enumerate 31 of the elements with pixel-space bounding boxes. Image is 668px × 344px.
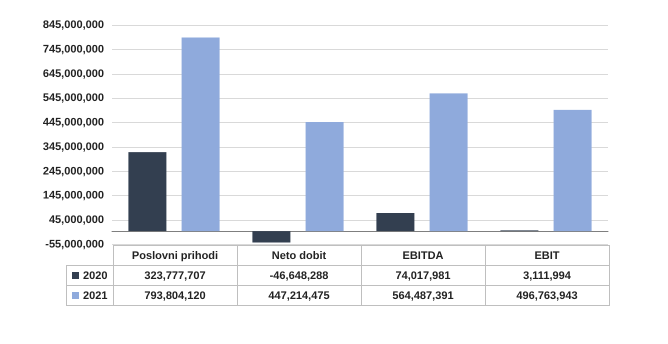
bar — [128, 152, 166, 232]
data-label: 74,017,981 — [361, 266, 485, 286]
data-label: 564,487,391 — [361, 286, 485, 306]
bar — [252, 231, 290, 242]
y-tick-label: 345,000,000 — [42, 140, 104, 153]
data-label: 3,111,994 — [485, 266, 609, 286]
data-label: 323,777,707 — [113, 266, 237, 286]
y-tick-label: 845,000,000 — [42, 19, 104, 31]
y-tick-label: 145,000,000 — [42, 190, 104, 202]
y-tick-label: 745,000,000 — [42, 43, 104, 56]
bar — [182, 37, 220, 232]
bar — [430, 93, 468, 232]
data-label: 793,804,120 — [113, 286, 237, 306]
data-label: -46,648,288 — [237, 266, 361, 286]
x-tick-label: EBITDA — [361, 246, 485, 266]
legend-label: 2020 — [66, 266, 113, 286]
legend-label: 2021 — [66, 286, 113, 306]
bar — [306, 122, 344, 232]
bar — [554, 110, 592, 232]
y-tick-label: 445,000,000 — [42, 116, 104, 129]
data-label: 496,763,943 — [485, 286, 609, 306]
x-tick-label: Neto dobit — [237, 246, 361, 266]
y-tick-label: 45,000,000 — [48, 214, 104, 226]
bar — [376, 213, 414, 232]
y-tick-label: 645,000,000 — [42, 68, 104, 80]
y-tick-label: 245,000,000 — [42, 165, 104, 178]
y-tick-label: -55,000,000 — [45, 238, 104, 250]
x-tick-label: Poslovni prihodi — [113, 246, 237, 266]
x-tick-label: EBIT — [485, 246, 609, 266]
y-tick-label: 545,000,000 — [42, 92, 104, 104]
data-label: 447,214,475 — [237, 286, 361, 306]
